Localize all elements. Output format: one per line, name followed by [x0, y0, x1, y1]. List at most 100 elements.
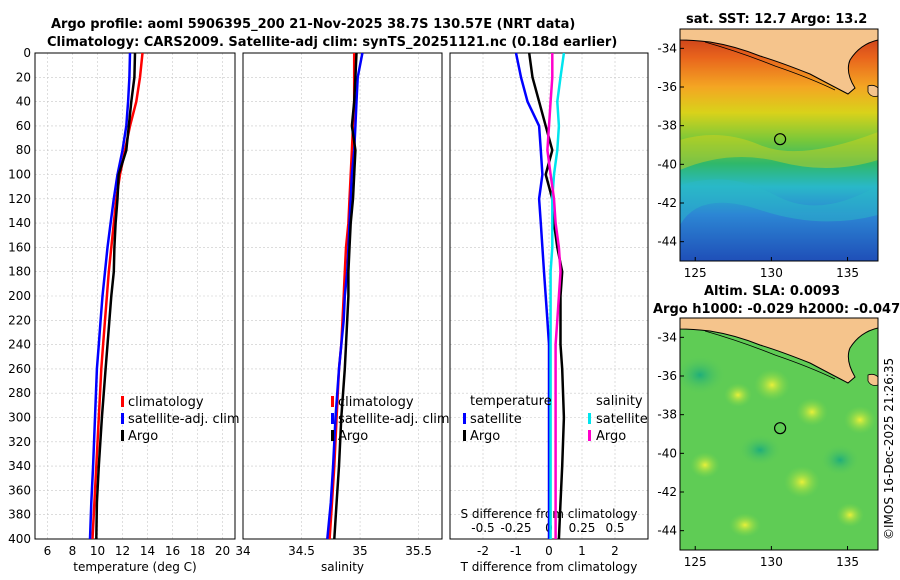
sst-argo-position-marker	[773, 133, 787, 146]
sla-argo-position-marker	[773, 422, 787, 435]
lat-tick-label: -44	[657, 524, 677, 538]
plot-frame	[242, 52, 443, 540]
series-line-salinity-satellite	[549, 52, 566, 539]
sla-low-anomaly	[820, 444, 860, 476]
series-line-climatology	[91, 52, 144, 540]
series-line-satellite-adj-clim	[88, 52, 132, 540]
legend-swatch-temp-argo	[463, 430, 466, 441]
temperature-panel: 0 20 40 60 80 100 120 140 160 180 200 220 240 260 280 3…	[8, 46, 236, 574]
sst-frontal-band	[680, 132, 878, 170]
lon-tick-label: 135	[836, 266, 859, 280]
y-tick-label: 220	[8, 313, 31, 327]
legend-label-argo: Argo	[128, 429, 158, 444]
y-tick-label: 80	[16, 143, 31, 157]
legend-label-climatology: climatology	[338, 395, 414, 410]
legend-swatch-satellite	[121, 413, 124, 424]
lat-tick-label: -42	[657, 196, 677, 210]
sla-low-anomaly	[680, 355, 726, 395]
x-tick-label: 0	[545, 544, 553, 558]
y-tick-label: 60	[16, 119, 31, 133]
sst-shelf-contour	[704, 41, 836, 91]
series-line-temperature-satellite	[514, 52, 551, 539]
sla-map-axes: -34 -36 -38 -40 -42 -44 125 130 135	[657, 330, 859, 569]
y-tick-label: 360	[8, 483, 31, 497]
lon-tick-label: 125	[684, 555, 707, 569]
y-tick-label: 160	[8, 240, 31, 254]
sla-high-anomaly	[784, 466, 820, 498]
salinity-panel: 34 34.5 35 35.5 salinity	[235, 52, 443, 574]
y-tick-label: 240	[8, 338, 31, 352]
x-tick-label: 34.5	[288, 544, 315, 558]
legend-swatch-climatology	[331, 396, 334, 407]
lon-tick-label: 135	[836, 555, 859, 569]
sla-high-anomaly	[836, 503, 864, 527]
sla-land-island	[867, 373, 878, 386]
y-tick-label: 300	[8, 411, 31, 425]
sst-land-island	[867, 84, 878, 97]
salinity-legend: climatology satellite-adj. clim Argo	[331, 395, 450, 444]
legend-label-sal-satellite: satellite	[596, 412, 648, 427]
imos-credit: ©IMOS 16-Dec-2025 21:26:35	[882, 358, 896, 540]
sst-map-title: sat. SST: 12.7 Argo: 13.2	[686, 12, 867, 27]
series-line-salinity-argo	[546, 53, 562, 539]
sla-map	[680, 318, 878, 550]
y-tick-label: 280	[8, 386, 31, 400]
legend-label-climatology: climatology	[128, 395, 204, 410]
sla-high-anomaly	[690, 452, 720, 478]
y-tick-label: 380	[8, 508, 31, 522]
legend-header-salinity: salinity	[596, 394, 643, 409]
lat-tick-label: -40	[657, 446, 677, 460]
sla-map-title-line2: Argo h1000: -0.029 h2000: -0.047	[653, 302, 900, 317]
lat-tick-label: -38	[657, 119, 677, 133]
lon-tick-label: 130	[760, 266, 783, 280]
y-tick-label: 20	[16, 70, 31, 84]
sla-land-australia	[680, 318, 878, 384]
x-tick-label: 34	[235, 544, 250, 558]
difference-panel: -2 -1 0 1 2-0.5 -0.25 0 0.25 0.5S difference fro…	[449, 52, 649, 574]
legend-swatch-argo	[121, 430, 124, 441]
y-tick-label: 140	[8, 216, 31, 230]
legend-swatch-climatology	[121, 396, 124, 407]
legend-label-argo: Argo	[338, 429, 368, 444]
x-tick-label: 35	[352, 544, 367, 558]
lat-tick-label: -44	[657, 235, 677, 249]
sst-land-australia	[680, 29, 878, 95]
sla-high-anomaly	[796, 398, 828, 426]
x-tick-label: 6	[44, 544, 52, 558]
lat-tick-label: -34	[657, 330, 677, 344]
sla-high-anomaly	[724, 383, 752, 407]
sla-high-anomaly	[844, 406, 876, 434]
x-tick-label: 2	[611, 544, 619, 558]
x-tick-label: -1	[510, 544, 522, 558]
sla-shelf-contour	[704, 330, 836, 380]
difference-legend: temperature salinity satellite Argo sate…	[463, 394, 648, 444]
series-line-argo	[95, 52, 137, 540]
y-tick-label: 400	[8, 532, 31, 546]
sla-high-anomaly	[729, 513, 761, 537]
top-tick-label: 0.25	[569, 521, 596, 535]
y-tick-label: 260	[8, 362, 31, 376]
legend-label-sal-argo: Argo	[596, 429, 626, 444]
x-tick-label: 16	[165, 544, 180, 558]
y-tick-label: 180	[8, 265, 31, 279]
series-line-argo	[333, 52, 358, 540]
sla-map-frame	[679, 317, 879, 551]
x-tick-label: 20	[215, 544, 230, 558]
y-tick-label: 120	[8, 192, 31, 206]
x-tick-label: 8	[69, 544, 77, 558]
top-tick-label: -0.5	[471, 521, 494, 535]
temperature-legend: climatology satellite-adj. clim Argo	[121, 395, 240, 444]
legend-swatch-sal-argo	[588, 430, 591, 441]
lon-tick-label: 125	[684, 266, 707, 280]
lat-tick-label: -40	[657, 157, 677, 171]
sst-map-frame	[679, 28, 879, 262]
figure-title-line1: Argo profile: aoml 5906395_200 21-Nov-20…	[51, 17, 575, 32]
sst-map-axes: -34 -36 -38 -40 -42 -44 125 130 135	[657, 41, 859, 280]
y-tick-label: 100	[8, 168, 31, 182]
sst-cool-band	[680, 179, 878, 225]
legend-label-satellite: satellite-adj. clim	[338, 412, 450, 427]
x-tick-label: 35.5	[405, 544, 432, 558]
legend-label-temp-argo: Argo	[470, 429, 500, 444]
lat-tick-label: -36	[657, 369, 677, 383]
